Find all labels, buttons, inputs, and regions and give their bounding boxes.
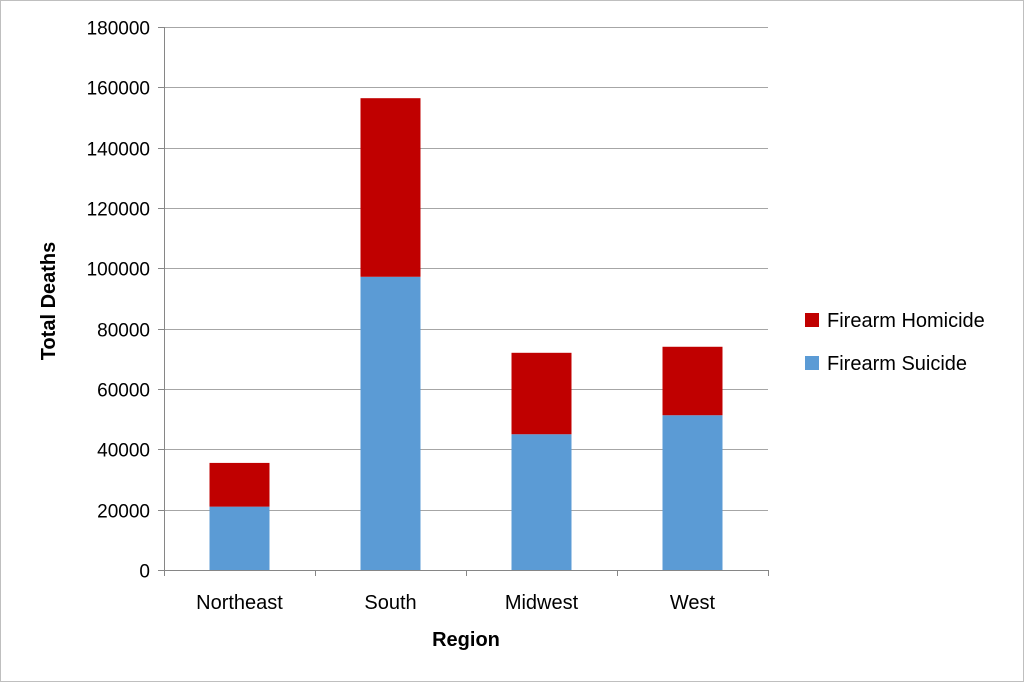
legend-label: Firearm Homicide — [827, 310, 985, 332]
y-axis-title: Total Deaths — [38, 242, 60, 361]
bar-firearm-homicide-midwest — [511, 352, 572, 435]
x-tick-label: South — [364, 592, 416, 614]
y-tick-label: 20000 — [97, 502, 150, 523]
bars — [209, 98, 723, 570]
bar-firearm-homicide-west — [662, 346, 723, 416]
bar-firearm-homicide-south — [360, 98, 421, 277]
bar-firearm-suicide-midwest — [511, 434, 572, 570]
x-axis-title: Region — [432, 629, 500, 651]
y-tick-label: 100000 — [87, 260, 150, 281]
legend-swatch — [805, 356, 819, 370]
y-tick-label: 40000 — [97, 441, 150, 462]
bar-firearm-suicide-northeast — [209, 506, 270, 570]
bar-firearm-suicide-south — [360, 276, 421, 570]
labels: Region Total Deaths — [38, 242, 500, 651]
bar-firearm-suicide-west — [662, 415, 723, 570]
x-tick-label: Northeast — [196, 592, 283, 614]
x-tick-label: West — [670, 592, 716, 614]
legend-swatch — [805, 313, 819, 327]
gridlines — [164, 27, 768, 511]
y-tick-label: 80000 — [97, 321, 150, 342]
bar-firearm-homicide-northeast — [209, 462, 270, 507]
legend: Firearm Homicide Firearm Suicide — [805, 310, 985, 375]
y-tick-label: 120000 — [87, 200, 150, 221]
legend-label: Firearm Suicide — [827, 353, 967, 375]
axes: 0 20000 40000 60000 80000 100000 120000 140000 1… — [87, 19, 769, 614]
y-tick-label: 180000 — [87, 19, 150, 40]
y-tick-label: 160000 — [87, 79, 150, 100]
y-tick-label: 0 — [139, 562, 150, 583]
y-tick-label: 60000 — [97, 381, 150, 402]
y-tick-label: 140000 — [87, 140, 150, 161]
x-tick-label: Midwest — [505, 592, 579, 614]
